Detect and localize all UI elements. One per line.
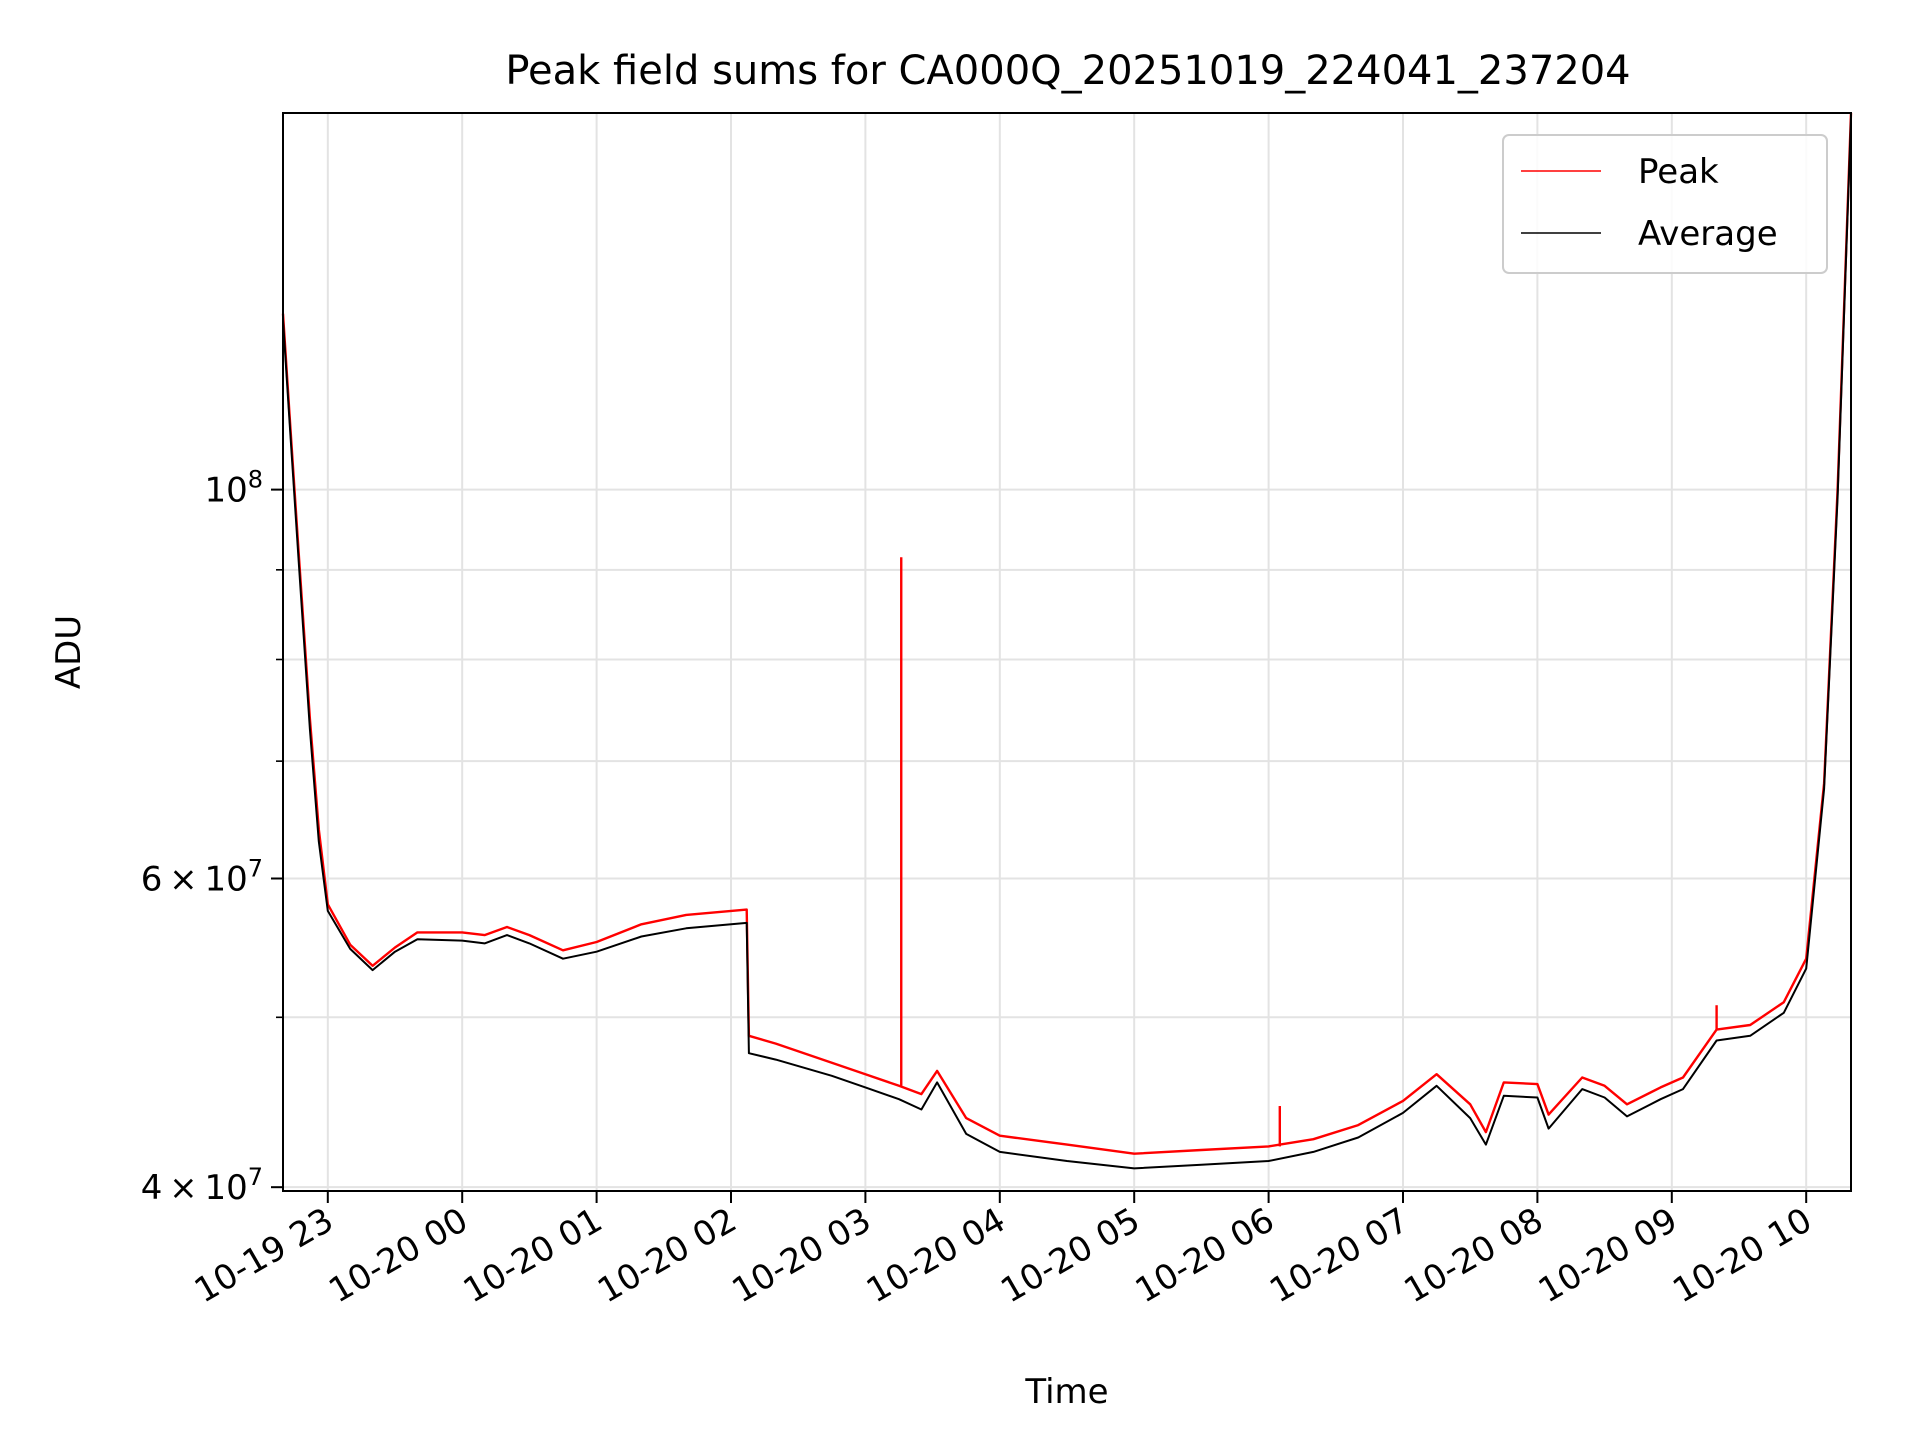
legend: Peak Average [1502,134,1828,274]
y-tick-label: 108 [204,466,263,511]
chart-title: Peak field sums for CA000Q_20251019_2240… [505,48,1630,94]
series-line-peak [281,112,1853,1155]
legend-box [1502,134,1828,274]
series-line-average [282,117,1852,1170]
legend-label-peak: Peak [1638,152,1719,192]
y-tick-label: 6 × 107 [141,855,263,900]
y-tick-label: 4 × 107 [141,1163,263,1208]
plot-frame [282,112,1852,1192]
plot-series [281,112,1853,1170]
grid-lines [283,113,1851,1191]
y-axis-label: ADU [49,615,89,689]
x-axis-label: Time [1024,1372,1108,1412]
legend-label-average: Average [1638,214,1778,254]
